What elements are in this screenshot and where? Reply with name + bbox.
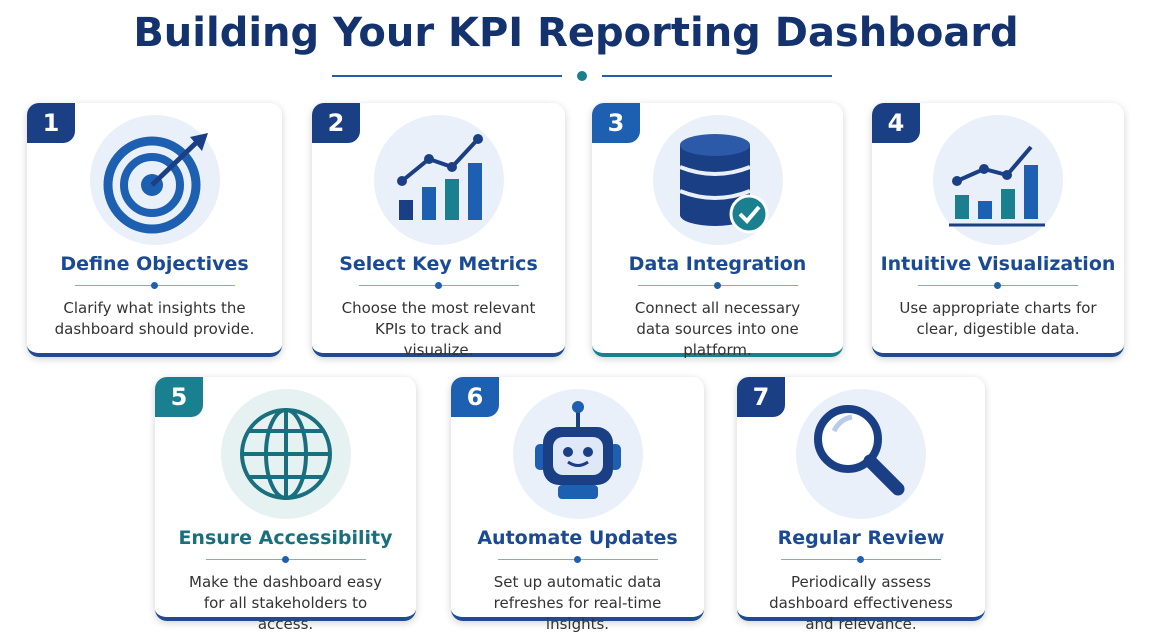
rule (602, 75, 832, 77)
rule-dot (577, 71, 587, 81)
step-title: Automate Updates (477, 527, 678, 549)
separator (205, 556, 366, 563)
icon (220, 389, 351, 519)
step-number: 4 (872, 103, 920, 143)
step-title: Intuitive Visualization (880, 253, 1116, 275)
step-title: Regular Review (777, 527, 945, 549)
step-description: Make the dashboard easy for all stakehol… (189, 573, 382, 633)
icon (796, 389, 926, 519)
step-card: 3 Data Integration Connect all necessary… (592, 103, 843, 359)
step-title: Ensure Accessibility (178, 527, 393, 549)
step-description: Choose the most relevant KPIs to track a… (341, 299, 536, 359)
step-number: 3 (592, 103, 640, 143)
step-card: 5 Ensure Accessibility Make the dashboar… (155, 377, 416, 633)
step-description: Clarify what insights the dashboard shou… (54, 299, 255, 338)
step-card: 1 Define Objectives Clarify what insight… (27, 103, 282, 357)
step-description: Connect all necessary data sources into … (634, 299, 801, 359)
icon (933, 115, 1063, 245)
icon (89, 115, 220, 245)
separator (781, 556, 941, 563)
step-card: 7 Regular Review Periodically assess das… (737, 377, 985, 633)
icon (512, 389, 643, 519)
step-card: 4 Intuitive Visualization Use appropriat… (872, 103, 1124, 357)
step-number: 5 (155, 377, 203, 417)
step-number: 2 (312, 103, 360, 143)
step-number: 1 (27, 103, 75, 143)
icon (652, 115, 783, 245)
separator (74, 282, 235, 289)
step-title: Define Objectives (60, 253, 249, 275)
separator (497, 556, 658, 563)
title: Building Your KPI Reporting Dashboard (133, 10, 1019, 56)
rule (332, 75, 562, 77)
step-title: Data Integration (628, 253, 807, 275)
step-description: Use appropriate charts for clear, digest… (899, 299, 1097, 338)
step-card: 6 Automate Updates Set up automatic data… (451, 377, 704, 633)
icon (373, 115, 504, 245)
separator (358, 282, 519, 289)
separator (918, 282, 1078, 289)
step-description: Set up automatic data refreshes for real… (493, 573, 662, 633)
step-number: 7 (737, 377, 785, 417)
separator (637, 282, 798, 289)
step-card: 2 Select Key Metrics Choose the most rel… (312, 103, 565, 359)
step-title: Select Key Metrics (339, 253, 538, 275)
step-description: Periodically assess dashboard effectiven… (769, 573, 953, 633)
step-number: 6 (451, 377, 499, 417)
